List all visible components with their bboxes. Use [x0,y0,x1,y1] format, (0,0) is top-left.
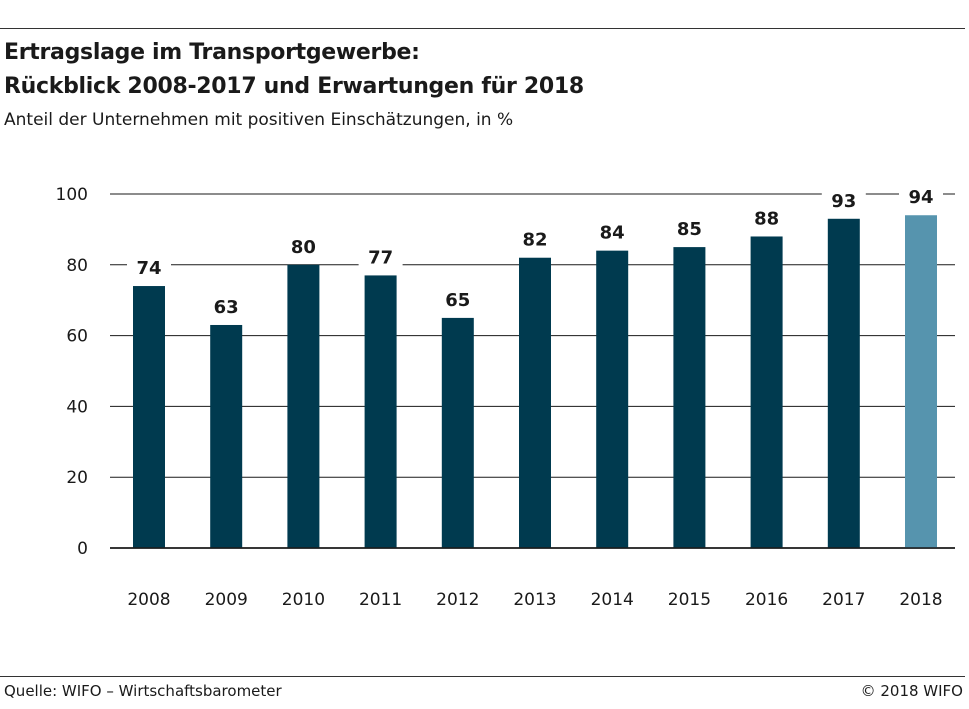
bar [827,218,860,548]
copyright-note: © 2018 WIFO [860,682,963,700]
data-label: 93 [831,191,856,212]
x-tick-label: 2009 [205,590,248,610]
data-label: 74 [136,258,161,279]
bar [210,324,243,548]
chart-title-line-1: Ertragslage im Transportgewerbe: [4,40,420,65]
x-tick-label: 2016 [745,590,788,610]
source-note: Quelle: WIFO – Wirtschaftsbarometer [4,682,282,700]
bar [364,275,397,548]
data-label: 80 [291,237,316,258]
bar [133,286,165,548]
x-tick-label: 2017 [822,590,865,610]
x-tick-label: 2008 [127,590,170,610]
x-tick-label: 2014 [591,590,634,610]
data-label-background [127,256,171,279]
data-label-background [821,188,866,211]
data-label: 85 [677,219,702,240]
y-tick-label: 100 [56,185,88,205]
data-label: 82 [522,230,547,251]
data-label: 88 [754,208,779,229]
x-tick-label: 2013 [513,590,556,610]
data-label-background [358,245,403,268]
chart-title-line-2: Rückblick 2008-2017 und Erwartungen für … [4,74,584,99]
bar [441,317,474,548]
y-tick-label: 80 [66,256,88,276]
x-tick-label: 2012 [436,590,479,610]
x-tick-label: 2011 [359,590,402,610]
x-tick-label: 2018 [899,590,942,610]
x-tick-label: 2010 [282,590,325,610]
data-label-background [435,287,480,310]
data-label-background [744,206,789,229]
data-label-background [590,220,635,243]
data-label: 63 [214,297,239,318]
data-label-background [204,294,249,317]
bar-chart: 0 20 40 60 80 100 74 2008 63 2009 80 2010 77 2011 65 20… [56,185,955,610]
bar [905,215,937,548]
data-label: 84 [600,223,625,244]
y-tick-label: 60 [66,327,88,347]
y-tick-label: 20 [66,468,88,488]
chart-subtitle: Anteil der Unternehmen mit positiven Ein… [4,110,514,130]
data-label: 94 [908,187,933,208]
data-label-background [281,234,326,257]
bar [596,250,629,548]
bar [750,236,783,548]
x-tick-label: 2015 [668,590,711,610]
top-rule [0,28,965,29]
data-label: 77 [368,247,393,268]
bottom-rule [0,676,965,677]
data-label-background [513,227,557,250]
data-label-background [899,185,943,208]
bar [287,264,320,548]
data-label: 65 [445,290,470,311]
y-tick-label: 40 [66,397,88,417]
data-label-background [667,217,712,240]
bar [519,257,551,548]
bar [673,247,706,548]
y-tick-label: 0 [77,539,88,559]
